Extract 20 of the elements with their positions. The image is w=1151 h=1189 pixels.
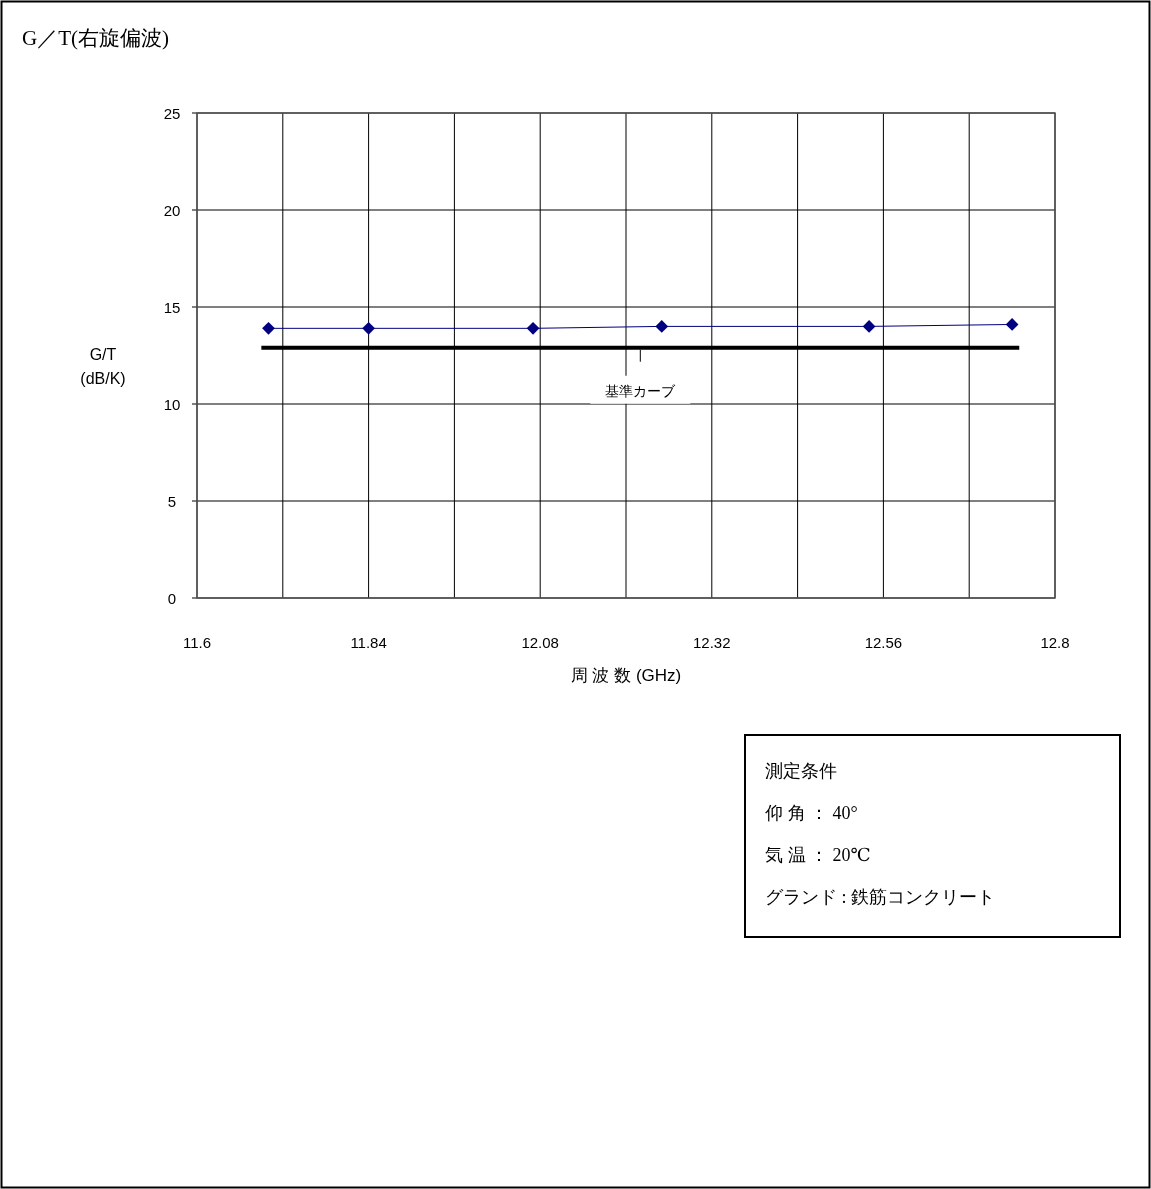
- text: 仰 角 ： 40°: [765, 803, 858, 823]
- x-tick-label: 12.08: [521, 634, 559, 651]
- x-axis-title: 周 波 数 (GHz): [570, 666, 682, 685]
- y-tick-label: 25: [163, 104, 181, 122]
- y-tick-label: 10: [163, 395, 181, 413]
- x-tick-label: 12.8: [1040, 634, 1070, 651]
- chart-title: G／T(右旋偏波): [22, 26, 169, 50]
- text: 測定条件: [765, 761, 837, 781]
- x-tick-label: 12.32: [693, 634, 731, 651]
- text: 基準カーブ: [605, 382, 677, 399]
- x-tick-label: 11.84: [350, 634, 387, 651]
- y-axis-title: G/T (dB/K): [80, 346, 126, 387]
- text: 気 温 ： 20℃: [765, 845, 871, 865]
- x-tick-label: 12.56: [864, 634, 903, 651]
- text: グランド : 鉄筋コンクリート: [765, 887, 996, 907]
- y-tick-label: 5: [167, 492, 177, 510]
- x-tick-label: 11.6: [182, 634, 212, 651]
- y-tick-label: 15: [163, 298, 181, 316]
- y-tick-label: 0: [167, 589, 177, 607]
- y-tick-label: 20: [163, 201, 181, 219]
